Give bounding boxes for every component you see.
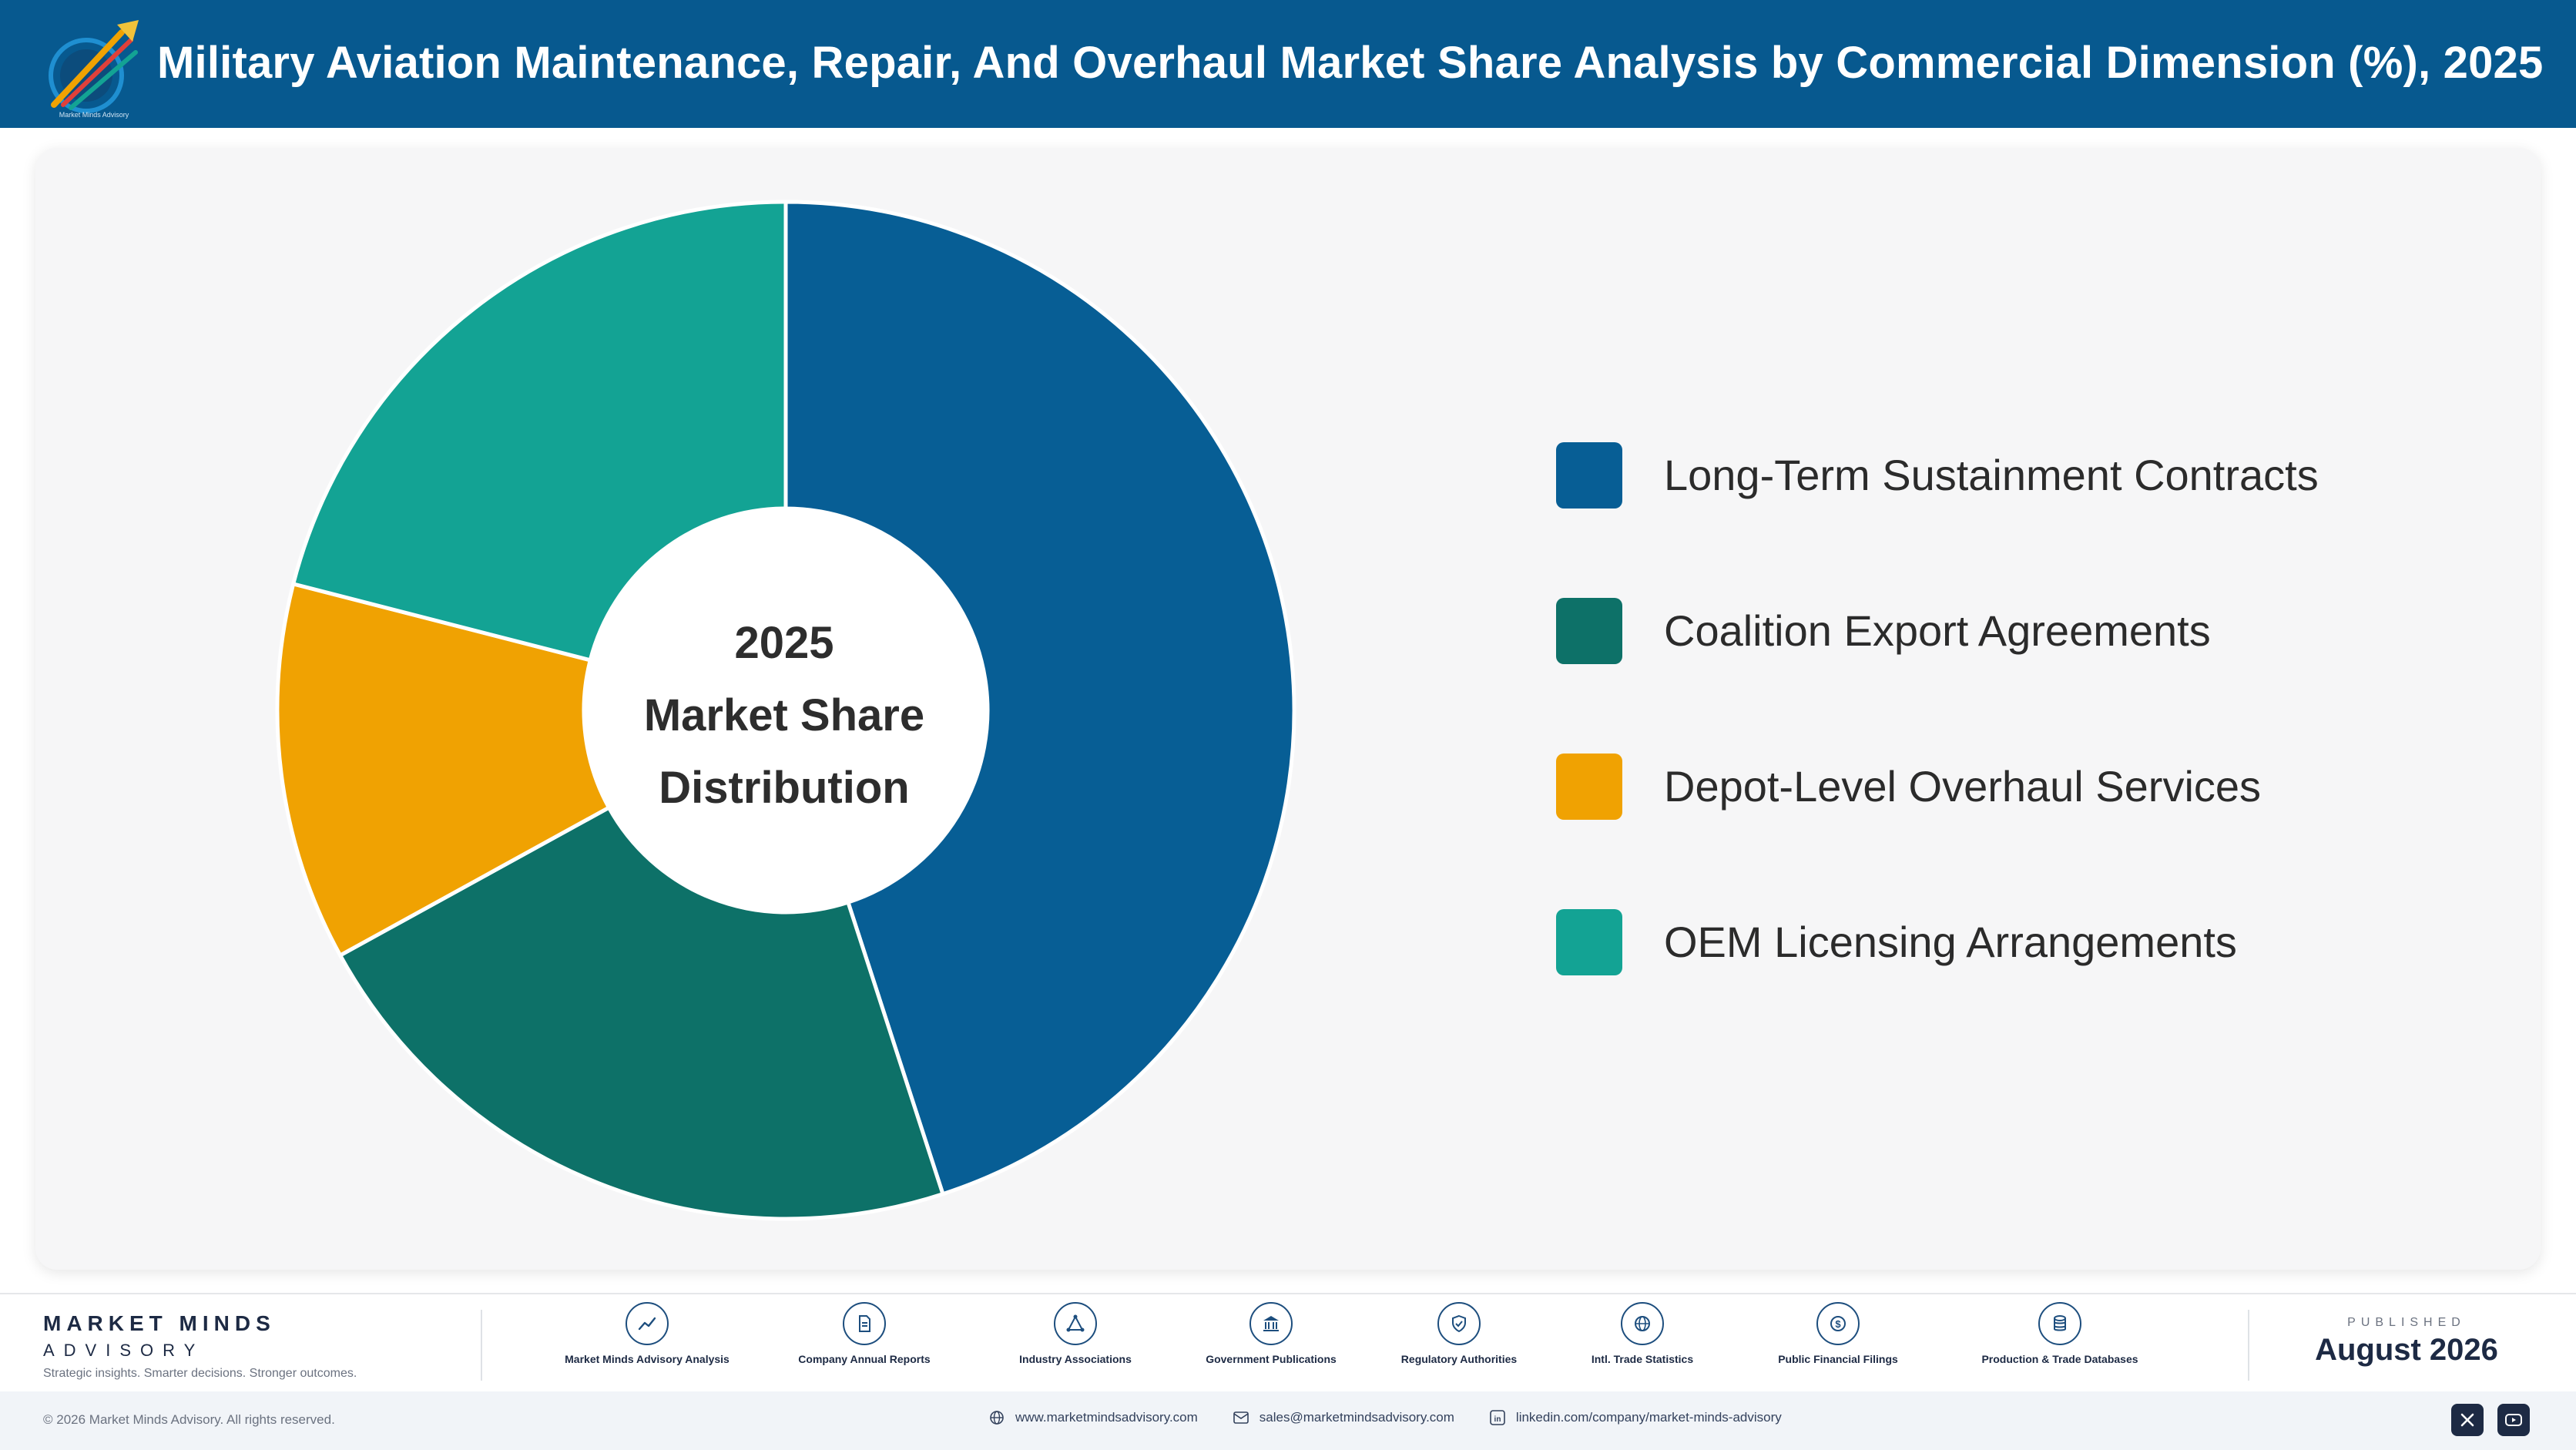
legend-swatch — [1556, 598, 1622, 664]
website-link[interactable]: www.marketmindsadvisory.com — [989, 1410, 1198, 1425]
legend-swatch — [1556, 442, 1622, 509]
source-label: Market Minds Advisory Analysis — [565, 1353, 730, 1365]
source-item: Industry Associations — [991, 1302, 1160, 1366]
document-icon — [843, 1302, 886, 1345]
brand-tagline: Strategic insights. Smarter decisions. S… — [43, 1367, 357, 1380]
x-logo-icon — [2460, 1413, 2474, 1427]
website-text: www.marketmindsadvisory.com — [1015, 1410, 1198, 1425]
email-text: sales@marketmindsadvisory.com — [1259, 1410, 1454, 1425]
source-item: $ Public Financial Filings — [1753, 1302, 1923, 1366]
donut-center-label: 2025 Market Share Distribution — [615, 607, 954, 824]
youtube-social-button[interactable] — [2497, 1404, 2530, 1436]
legend-swatch — [1556, 909, 1622, 975]
youtube-icon — [2505, 1414, 2522, 1426]
mail-icon — [1233, 1411, 1249, 1424]
legend-item: Depot-Level Overhaul Services — [1556, 754, 2319, 909]
svg-text:Market Minds Advisory: Market Minds Advisory — [59, 111, 129, 119]
source-label: Intl. Trade Statistics — [1591, 1353, 1694, 1365]
source-label: Company Annual Reports — [798, 1353, 931, 1365]
header-bar: Market Minds Advisory Military Aviation … — [0, 0, 2576, 128]
trend-chart-icon — [626, 1302, 669, 1345]
donut-chart — [275, 200, 1296, 1221]
sources-list: Market Minds Advisory Analysis Company A… — [565, 1302, 2157, 1387]
legend-label: OEM Licensing Arrangements — [1664, 918, 2237, 966]
globe-icon — [990, 1411, 1004, 1425]
center-label-line2: Market Share — [643, 690, 925, 740]
dollar-coin-icon: $ — [1816, 1302, 1860, 1345]
footer-divider — [2248, 1310, 2249, 1381]
legend-label: Coalition Export Agreements — [1664, 606, 2211, 655]
linkedin-icon: in — [1490, 1410, 1505, 1425]
source-item: Intl. Trade Statistics — [1558, 1302, 1727, 1366]
legend-label: Long-Term Sustainment Contracts — [1664, 451, 2319, 499]
footer-brand: MARKET MINDS ADVISORY Strategic insights… — [43, 1311, 357, 1381]
center-label-line3: Distribution — [659, 763, 910, 813]
chart-card: 2025 Market Share Distribution Long-Term… — [35, 148, 2541, 1270]
source-item: Company Annual Reports — [780, 1302, 949, 1366]
globe-icon — [1621, 1302, 1664, 1345]
published-block: PUBLISHED August 2026 — [2306, 1316, 2507, 1368]
company-logo: Market Minds Advisory — [49, 20, 139, 119]
source-item: Regulatory Authorities — [1374, 1302, 1544, 1366]
brand-subtitle: ADVISORY — [43, 1341, 205, 1360]
network-icon — [1054, 1302, 1097, 1345]
source-label: Production & Trade Databases — [1981, 1353, 2138, 1365]
donut-hole — [584, 509, 988, 912]
source-item: Market Minds Advisory Analysis — [562, 1302, 732, 1366]
legend-item: Long-Term Sustainment Contracts — [1556, 442, 2319, 598]
legend-swatch — [1556, 754, 1622, 820]
legend-item: OEM Licensing Arrangements — [1556, 909, 2319, 1065]
linkedin-text: linkedin.com/company/market-minds-adviso… — [1515, 1410, 1782, 1425]
svg-text:in: in — [1494, 1415, 1501, 1424]
shield-check-icon — [1437, 1302, 1481, 1345]
source-item: Production & Trade Databases — [1975, 1302, 2145, 1366]
published-date: August 2026 — [2315, 1333, 2498, 1367]
page-title: Military Aviation Maintenance, Repair, A… — [157, 38, 2544, 88]
database-icon — [2038, 1302, 2081, 1345]
linkedin-link[interactable]: in linkedin.com/company/market-minds-adv… — [1490, 1410, 1782, 1425]
published-label: PUBLISHED — [2347, 1316, 2466, 1329]
footer: MARKET MINDS ADVISORY Strategic insights… — [0, 1293, 2576, 1391]
source-label: Public Financial Filings — [1778, 1353, 1898, 1365]
center-label-year: 2025 — [734, 618, 834, 668]
legend-label: Depot-Level Overhaul Services — [1664, 762, 2262, 811]
bottom-bar: © 2026 Market Minds Advisory. All rights… — [0, 1391, 2576, 1450]
source-label: Industry Associations — [1019, 1353, 1132, 1365]
source-item: Government Publications — [1186, 1302, 1356, 1366]
footer-divider — [481, 1310, 482, 1381]
government-building-icon — [1249, 1302, 1293, 1345]
svg-text:$: $ — [1835, 1318, 1841, 1330]
chart-legend: Long-Term Sustainment Contracts Coalitio… — [1556, 442, 2319, 1065]
brand-name: MARKET MINDS — [43, 1311, 276, 1335]
copyright-text: © 2026 Market Minds Advisory. All rights… — [43, 1412, 335, 1427]
x-social-button[interactable] — [2451, 1404, 2484, 1436]
source-label: Government Publications — [1206, 1353, 1337, 1365]
legend-item: Coalition Export Agreements — [1556, 598, 2319, 754]
source-label: Regulatory Authorities — [1400, 1353, 1518, 1365]
email-link[interactable]: sales@marketmindsadvisory.com — [1233, 1410, 1454, 1425]
contact-links: www.marketmindsadvisory.com sales@market… — [989, 1410, 1817, 1425]
